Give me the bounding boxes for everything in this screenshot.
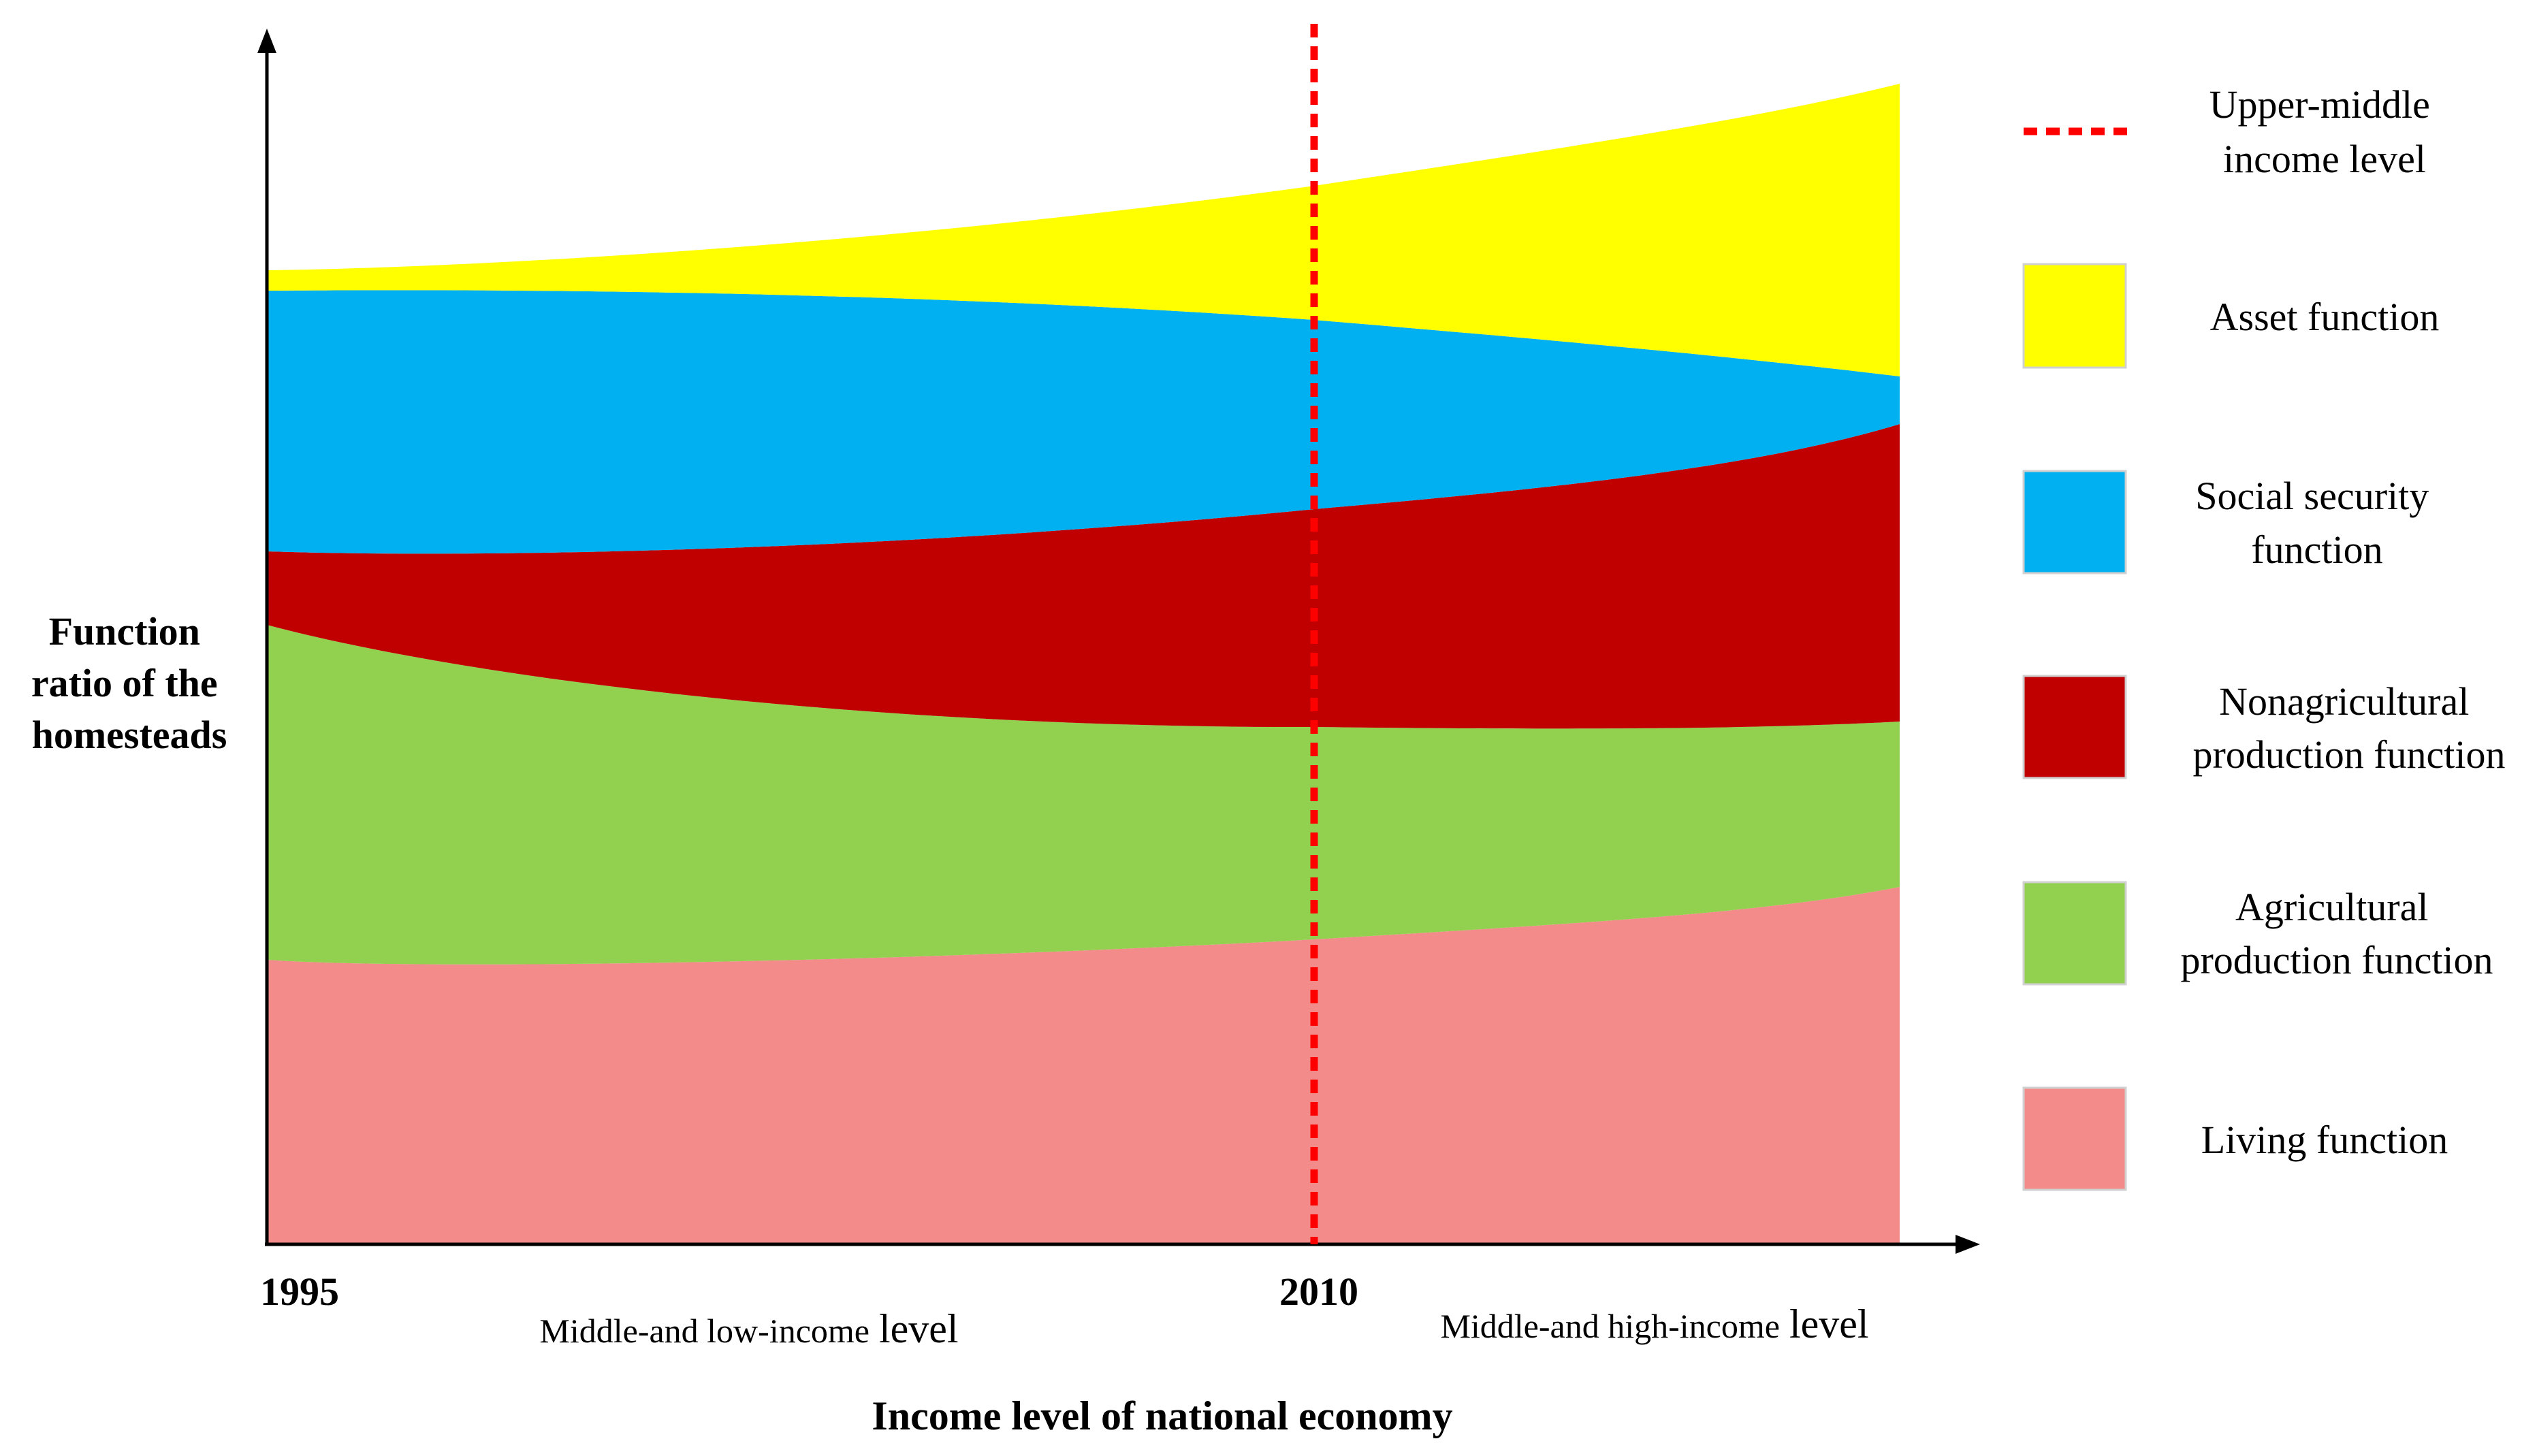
legend-label-social-security: Social security function	[2195, 474, 2439, 572]
legend-label-nonagricultural-line-2: production function	[2192, 732, 2505, 777]
legend-swatch-living	[2022, 1086, 2127, 1191]
y-axis-label-line-3: homesteads	[32, 713, 227, 757]
legend-label-nonagricultural: Nonagricultural production function	[2192, 679, 2505, 777]
phase-label-low-text: Middle-and low-income	[539, 1312, 869, 1350]
band-asset	[267, 84, 1900, 376]
legend-label-agricultural-line-1: Agricultural	[2235, 885, 2428, 929]
y-axis-label: Function ratio of the homesteads	[31, 609, 227, 757]
legend-label-living-line-1: Living function	[2201, 1118, 2448, 1162]
phase-label-high-text: Middle-and high-income	[1440, 1307, 1780, 1345]
phase-label-low: Middle-and low-income level	[539, 1306, 958, 1351]
x-tick-2010: 2010	[1279, 1269, 1358, 1314]
y-axis-label-line-2: ratio of the	[31, 661, 218, 705]
phase-label-high-suffix: level	[1789, 1301, 1869, 1346]
legend-swatch-social-security	[2022, 470, 2127, 575]
legend-label-living: Living function	[2201, 1118, 2448, 1162]
y-axis-arrow-icon	[257, 29, 276, 53]
area-bands	[267, 84, 1900, 1244]
legend-marker-label: Upper-middle income level	[2209, 82, 2440, 181]
phase-label-high: Middle-and high-income level	[1440, 1301, 1868, 1346]
axes	[257, 29, 1980, 1254]
legend-label-social-security-line-2: function	[2251, 528, 2382, 572]
legend-label-asset: Asset function	[2210, 295, 2440, 339]
band-nonagricultural	[267, 424, 1900, 729]
x-axis-label: Income level of national economy	[872, 1393, 1452, 1438]
legend-label-agricultural: Agricultural production function	[2180, 885, 2493, 982]
band-social-security	[267, 290, 1900, 554]
x-axis-arrow-icon	[1956, 1235, 1980, 1254]
x-tick-1995: 1995	[260, 1269, 339, 1314]
legend-swatch-asset	[2022, 263, 2127, 369]
y-axis-label-line-1: Function	[49, 609, 200, 653]
legend-label-asset-line-1: Asset function	[2210, 295, 2440, 339]
band-agricultural	[267, 625, 1900, 965]
band-living	[267, 887, 1900, 1244]
legend-label-nonagricultural-line-1: Nonagricultural	[2219, 679, 2469, 724]
legend-label-agricultural-line-2: production function	[2180, 938, 2493, 982]
legend-swatch-nonagricultural	[2022, 675, 2127, 779]
phase-label-low-suffix: level	[879, 1306, 959, 1351]
legend: Upper-middle income level Asset function…	[2022, 82, 2506, 1191]
legend-label-social-security-line-1: Social security	[2195, 474, 2429, 518]
legend-marker-label-line-2: income level	[2223, 137, 2426, 181]
legend-marker-label-line-1: Upper-middle	[2209, 82, 2430, 127]
legend-swatch-agricultural	[2022, 881, 2127, 986]
